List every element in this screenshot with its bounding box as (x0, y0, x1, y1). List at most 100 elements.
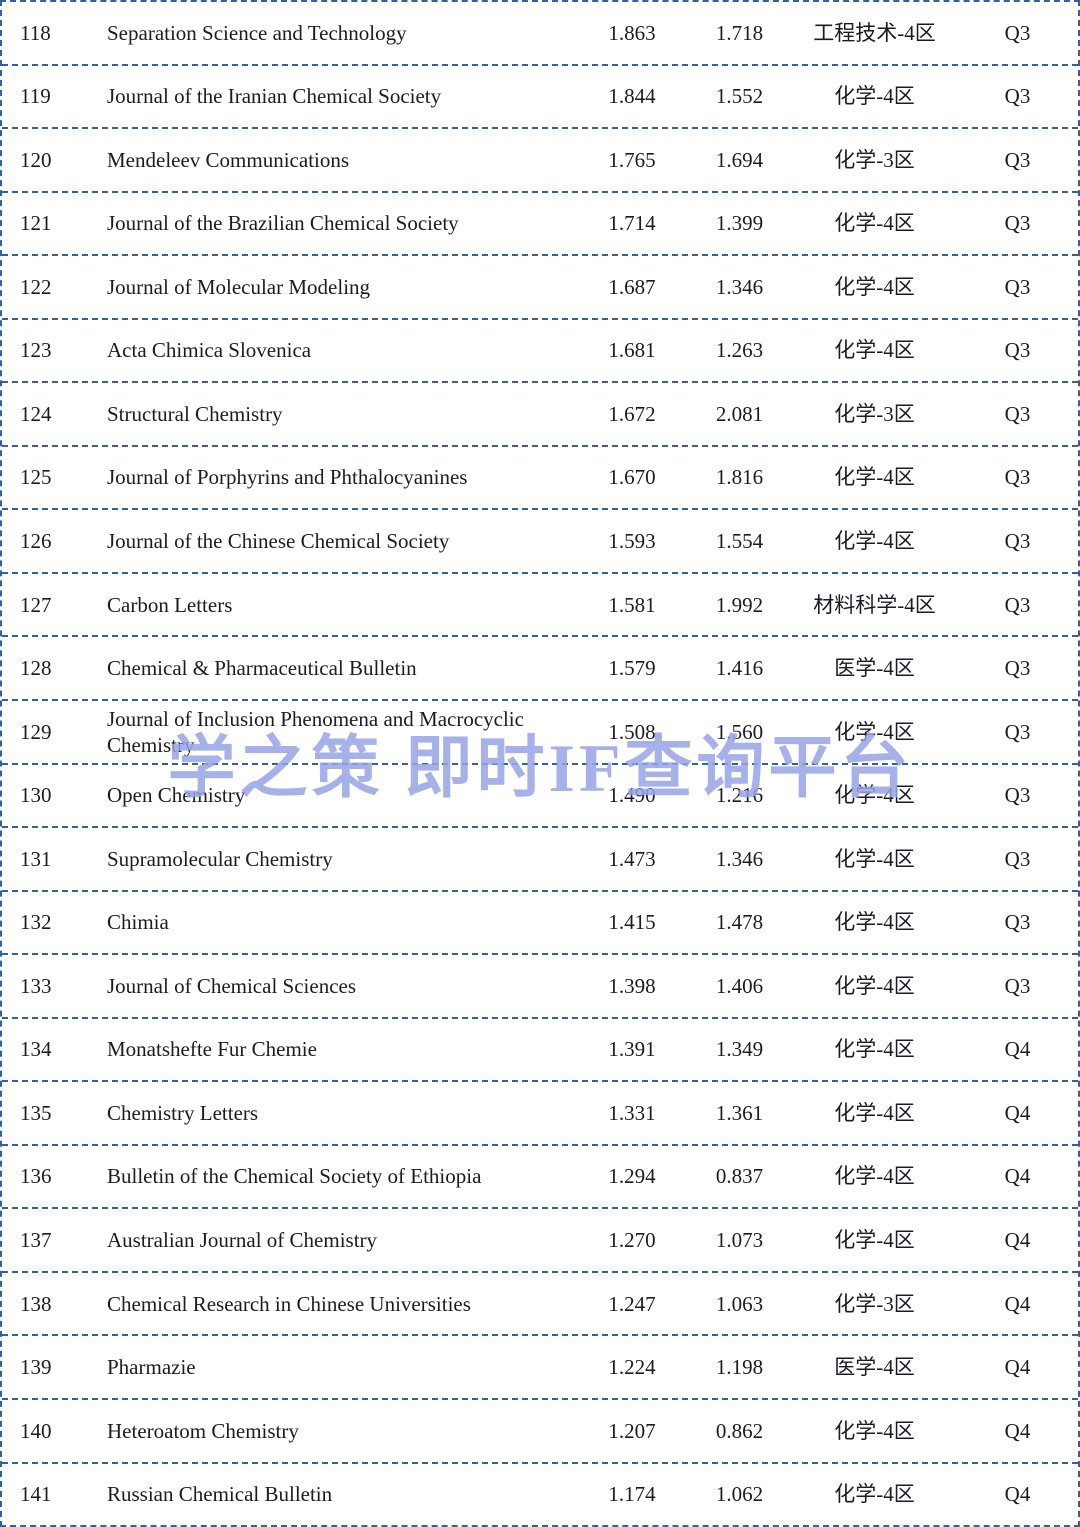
impact-factor-cell: 1.247 (608, 1291, 656, 1316)
table-row: 125 Journal of Porphyrins and Phthalocya… (2, 447, 1078, 511)
table-row: 123 Acta Chimica Slovenica 1.681 1.263 化… (2, 320, 1078, 384)
five-year-if-cell: 1.560 (715, 719, 764, 744)
rank-cell: 122 (20, 274, 52, 299)
five-year-if-cell: 0.862 (715, 1418, 764, 1443)
impact-factor-cell: 1.681 (608, 338, 656, 363)
five-year-if-cell: 1.416 (715, 656, 764, 681)
category-cell: 化学-4区 (834, 274, 915, 299)
journal-name-cell: Chemistry Letters (107, 1100, 259, 1125)
rank-cell: 134 (20, 1037, 52, 1062)
category-cell: 化学-4区 (834, 783, 915, 808)
journal-name-cell: Bulletin of the Chemical Society of Ethi… (107, 1164, 482, 1189)
rank-cell: 135 (20, 1100, 52, 1125)
impact-factor-cell: 1.473 (608, 846, 656, 871)
quartile-cell: Q3 (1004, 529, 1031, 554)
rank-cell: 130 (20, 783, 52, 808)
quartile-cell: Q3 (1004, 401, 1031, 426)
five-year-if-cell: 1.992 (715, 592, 764, 617)
rank-cell: 140 (20, 1418, 52, 1443)
table-row: 132 Chimia 1.415 1.478 化学-4区 Q3 (2, 892, 1078, 956)
category-cell: 工程技术-4区 (813, 20, 936, 45)
quartile-cell: Q4 (1004, 1164, 1031, 1189)
table-row: 128 Chemical & Pharmaceutical Bulletin 1… (2, 637, 1078, 702)
five-year-if-cell: 1.694 (715, 147, 764, 172)
rank-cell: 123 (20, 338, 52, 363)
category-cell: 化学-3区 (834, 147, 915, 172)
rank-cell: 133 (20, 973, 52, 998)
impact-factor-cell: 1.581 (608, 592, 656, 617)
rank-cell: 136 (20, 1164, 52, 1189)
journal-name-cell: Journal of Inclusion Phenomena and Macro… (107, 706, 524, 757)
rank-cell: 141 (20, 1482, 52, 1507)
impact-factor-cell: 1.672 (608, 401, 656, 426)
category-cell: 化学-4区 (834, 529, 915, 554)
category-cell: 化学-4区 (834, 1228, 915, 1253)
rank-cell: 128 (20, 656, 52, 681)
five-year-if-cell: 1.406 (715, 973, 764, 998)
impact-factor-cell: 1.391 (608, 1037, 656, 1062)
impact-factor-cell: 1.207 (608, 1418, 656, 1443)
category-cell: 化学-4区 (834, 973, 915, 998)
impact-factor-cell: 1.593 (608, 529, 656, 554)
table-row: 133 Journal of Chemical Sciences 1.398 1… (2, 955, 1078, 1019)
impact-factor-cell: 1.174 (608, 1482, 656, 1507)
table-row: 119 Journal of the Iranian Chemical Soci… (2, 66, 1078, 130)
five-year-if-cell: 1.718 (715, 20, 764, 45)
impact-factor-cell: 1.863 (608, 20, 656, 45)
impact-factor-cell: 1.415 (608, 910, 656, 935)
quartile-cell: Q3 (1004, 147, 1031, 172)
impact-factor-cell: 1.765 (608, 147, 656, 172)
rank-cell: 118 (20, 20, 51, 45)
journal-name-cell: Chemical Research in Chinese Universitie… (107, 1291, 471, 1316)
impact-factor-cell: 1.844 (608, 84, 656, 109)
table-row: 139 Pharmazie 1.224 1.198 医学-4区 Q4 (2, 1336, 1078, 1401)
table-row: 134 Monatshefte Fur Chemie 1.391 1.349 化… (2, 1019, 1078, 1083)
quartile-cell: Q4 (1004, 1228, 1031, 1253)
rank-cell: 132 (20, 910, 52, 935)
impact-factor-cell: 1.714 (608, 211, 656, 236)
rank-cell: 138 (20, 1291, 52, 1316)
quartile-cell: Q3 (1004, 910, 1031, 935)
five-year-if-cell: 0.837 (715, 1164, 764, 1189)
five-year-if-cell: 1.816 (715, 465, 764, 490)
category-cell: 化学-4区 (834, 1418, 915, 1443)
table-row: 129 Journal of Inclusion Phenomena and M… (2, 701, 1078, 765)
table-row: 140 Heteroatom Chemistry 1.207 0.862 化学-… (2, 1400, 1078, 1464)
rank-cell: 120 (20, 147, 52, 172)
category-cell: 化学-4区 (834, 211, 915, 236)
journal-name-cell: Journal of Porphyrins and Phthalocyanine… (107, 465, 468, 490)
journal-name-cell: Journal of the Brazilian Chemical Societ… (107, 211, 459, 236)
five-year-if-cell: 1.552 (715, 84, 764, 109)
impact-factor-cell: 1.687 (608, 274, 656, 299)
quartile-cell: Q4 (1004, 1418, 1031, 1443)
journal-name-cell: Pharmazie (107, 1355, 196, 1380)
quartile-cell: Q4 (1004, 1037, 1031, 1062)
quartile-cell: Q3 (1004, 211, 1031, 236)
table-row: 131 Supramolecular Chemistry 1.473 1.346… (2, 828, 1078, 892)
category-cell: 化学-4区 (834, 846, 915, 871)
impact-factor-cell: 1.224 (608, 1355, 656, 1380)
impact-factor-cell: 1.670 (608, 465, 656, 490)
table-row: 121 Journal of the Brazilian Chemical So… (2, 193, 1078, 257)
five-year-if-cell: 1.399 (715, 211, 764, 236)
journal-name-cell: Open Chemistry (107, 783, 246, 808)
five-year-if-cell: 1.349 (715, 1037, 764, 1062)
impact-factor-cell: 1.294 (608, 1164, 656, 1189)
table-row: 138 Chemical Research in Chinese Univers… (2, 1273, 1078, 1337)
rank-cell: 127 (20, 592, 52, 617)
five-year-if-cell: 1.063 (715, 1291, 764, 1316)
journal-name-cell: Carbon Letters (107, 592, 233, 617)
five-year-if-cell: 1.346 (715, 274, 764, 299)
impact-factor-cell: 1.331 (608, 1100, 656, 1125)
table-row: 137 Australian Journal of Chemistry 1.27… (2, 1209, 1078, 1273)
quartile-cell: Q3 (1004, 783, 1031, 808)
five-year-if-cell: 1.062 (715, 1482, 764, 1507)
table-row: 122 Journal of Molecular Modeling 1.687 … (2, 256, 1078, 320)
quartile-cell: Q3 (1004, 338, 1031, 363)
five-year-if-cell: 1.216 (715, 783, 764, 808)
table-row: 135 Chemistry Letters 1.331 1.361 化学-4区 … (2, 1082, 1078, 1146)
quartile-cell: Q4 (1004, 1355, 1031, 1380)
table-row: 136 Bulletin of the Chemical Society of … (2, 1146, 1078, 1210)
journal-name-cell: Separation Science and Technology (107, 20, 407, 45)
category-cell: 化学-4区 (834, 719, 915, 744)
